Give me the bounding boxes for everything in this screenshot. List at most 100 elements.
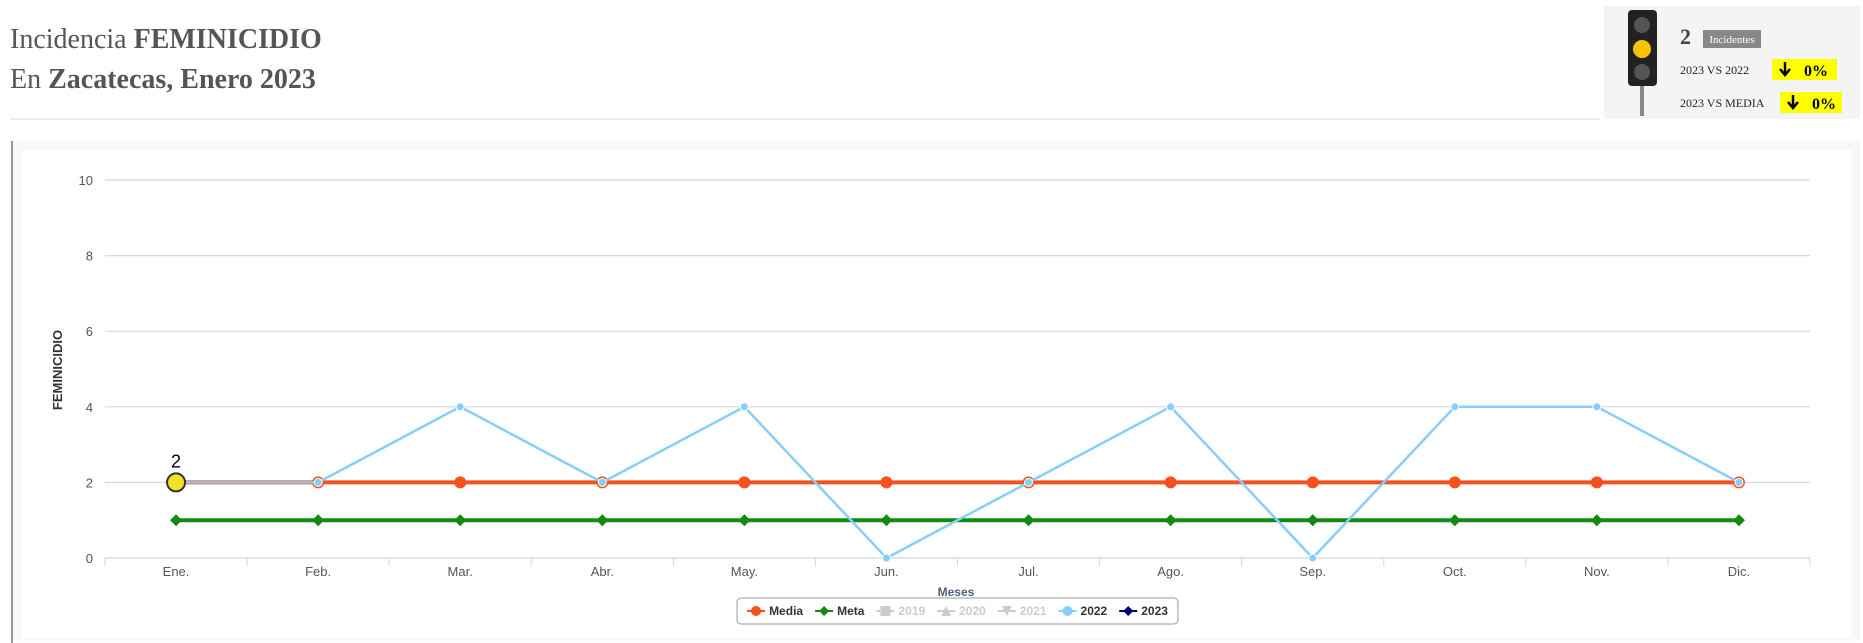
- legend-label: 2019: [898, 604, 925, 618]
- marker: [1308, 553, 1318, 563]
- marker: [454, 476, 467, 489]
- marker: [941, 606, 952, 616]
- marker: [1448, 476, 1461, 489]
- marker: [597, 477, 607, 487]
- marker: [166, 472, 187, 493]
- marker: [1592, 402, 1602, 412]
- title-prefix: Incidencia: [10, 24, 127, 55]
- down-arrow: [1787, 95, 1799, 110]
- x-tick-label: Jul.: [1018, 564, 1038, 579]
- legend-label: Meta: [837, 604, 865, 618]
- marker: [1306, 476, 1319, 489]
- marker: [880, 514, 893, 527]
- x-tick-label: Sep.: [1299, 564, 1326, 579]
- chart-area: [22, 150, 1852, 638]
- marker: [1450, 402, 1460, 412]
- marker: [819, 606, 830, 616]
- subtitle-place: Zacatecas: [48, 64, 166, 95]
- y-tick-label: 4: [86, 400, 93, 415]
- marker: [1448, 514, 1461, 527]
- subtitle-prefix: En: [10, 64, 41, 95]
- marker: [738, 476, 751, 489]
- comparison-box: [1772, 59, 1837, 80]
- legend-item[interactable]: 2021: [997, 604, 1047, 618]
- legend-label: 2021: [1020, 604, 1047, 618]
- marker: [881, 553, 891, 563]
- x-tick-label: May.: [731, 564, 758, 579]
- x-tick-label: Dic.: [1728, 564, 1750, 579]
- x-axis-title: Meses: [938, 585, 975, 599]
- marker: [1062, 606, 1073, 616]
- marker: [454, 514, 467, 527]
- legend-label: 2023: [1141, 604, 1168, 618]
- light-pole: [1640, 80, 1644, 116]
- subtitle-period: , Enero 2023: [166, 64, 316, 95]
- marker: [1164, 514, 1177, 527]
- marker: [1590, 514, 1603, 527]
- marker: [738, 514, 751, 527]
- marker: [880, 476, 893, 489]
- marker: [751, 606, 762, 616]
- light-on: [1633, 40, 1651, 58]
- comparison-label: 2023 VS MEDIA: [1680, 96, 1765, 110]
- x-tick-label: Nov.: [1584, 564, 1610, 579]
- marker: [1166, 402, 1176, 412]
- marker: [1024, 477, 1034, 487]
- legend-box: [736, 597, 1179, 625]
- legend-item[interactable]: 2020: [937, 604, 986, 618]
- x-tick-label: Ago.: [1157, 564, 1184, 579]
- marker: [1164, 476, 1177, 489]
- marker: [596, 514, 609, 527]
- title-subject: FEMINICIDIO: [134, 24, 322, 55]
- marker: [170, 514, 183, 527]
- marker: [1306, 514, 1319, 527]
- x-tick-label: Feb.: [305, 564, 331, 579]
- marker: [1123, 606, 1134, 616]
- marker: [880, 606, 891, 616]
- x-tick-label: Mar.: [448, 564, 473, 579]
- comparison-value: 0%: [1812, 96, 1836, 113]
- marker: [1001, 606, 1012, 616]
- x-tick-label: Abr.: [591, 564, 614, 579]
- comparison-label: 2023 VS 2022: [1680, 63, 1749, 77]
- y-axis-title: FEMINICIDIO: [50, 330, 65, 410]
- x-tick-label: Oct.: [1443, 564, 1467, 579]
- marker: [1734, 477, 1744, 487]
- marker: [1590, 476, 1603, 489]
- light-off: [1634, 64, 1650, 80]
- badge-label: Incidentes: [1709, 34, 1754, 46]
- down-arrow: [1779, 62, 1791, 77]
- x-tick-label: Ene.: [163, 564, 190, 579]
- legend-item[interactable]: 2019: [876, 604, 925, 618]
- y-tick-label: 2: [86, 475, 93, 490]
- marker: [1732, 514, 1745, 527]
- x-tick-label: Jun.: [874, 564, 899, 579]
- comparison-box: [1780, 92, 1842, 113]
- light-off: [1634, 17, 1650, 33]
- marker: [312, 514, 325, 527]
- data-label: 2: [171, 451, 181, 471]
- marker: [313, 477, 323, 487]
- series-line: [176, 405, 1740, 560]
- legend-item[interactable]: 2023: [1119, 604, 1168, 618]
- legend-label: 2020: [959, 604, 986, 618]
- legend: Media Meta 2019 2020 2021 2022 2023: [736, 597, 1179, 625]
- legend-item[interactable]: Media: [747, 604, 803, 618]
- y-tick-label: 8: [86, 249, 93, 264]
- subtitle: En Zacatecas, Enero 2023: [10, 64, 316, 95]
- y-tick-label: 0: [86, 551, 93, 566]
- title: Incidencia FEMINICIDIO: [10, 24, 322, 55]
- y-tick-label: 10: [79, 173, 93, 188]
- marker: [455, 402, 465, 412]
- comparison-value: 0%: [1804, 63, 1828, 80]
- legend-item[interactable]: Meta: [815, 604, 865, 618]
- y-tick-label: 6: [86, 324, 93, 339]
- marker: [1022, 514, 1035, 527]
- legend-label: 2022: [1081, 604, 1108, 618]
- marker: [739, 402, 749, 412]
- badge: [1703, 30, 1761, 48]
- legend-label: Media: [769, 604, 803, 618]
- plot: 0 2 4 6 8 10 Ene. Feb. Mar. Abr. May. Jun. Jul. Ago. S…: [79, 173, 1811, 625]
- legend-item[interactable]: 2022: [1058, 604, 1108, 618]
